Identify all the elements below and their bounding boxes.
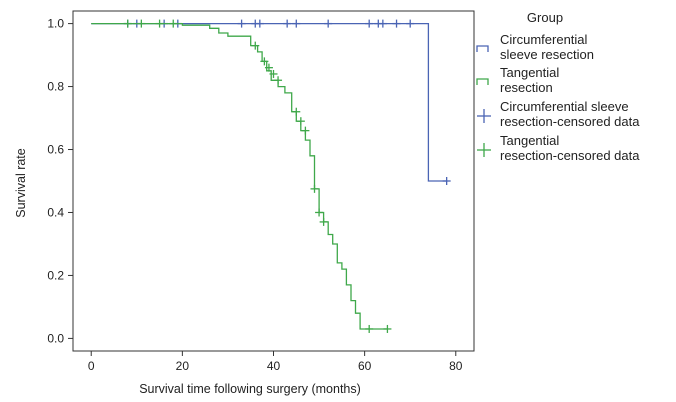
- censor-mark: [237, 19, 246, 28]
- legend-label: resection-censored data: [500, 148, 640, 163]
- censor-mark: [392, 19, 401, 28]
- censor-mark: [264, 63, 273, 72]
- censor-mark: [324, 19, 333, 28]
- x-tick-label: 20: [176, 359, 190, 373]
- legend-entry: Circumferential sleeveresection-censored…: [477, 99, 640, 129]
- censor-mark: [292, 19, 301, 28]
- legend-label: resection-censored data: [500, 114, 640, 129]
- censor-mark: [315, 208, 324, 217]
- legend-title: Group: [527, 10, 563, 25]
- series-line-1: [91, 22, 388, 330]
- censor-mark: [155, 19, 164, 28]
- censor-mark: [310, 184, 319, 193]
- y-tick-label: 0.2: [47, 268, 64, 282]
- censor-mark: [123, 19, 132, 28]
- censor-mark: [255, 19, 264, 28]
- plot-frame: [72, 10, 475, 352]
- censor-mark: [269, 69, 278, 78]
- y-tick-label: 0.4: [47, 205, 64, 219]
- legend-label: Circumferential: [500, 32, 588, 47]
- censor-mark: [319, 217, 328, 226]
- censor-mark: [442, 177, 451, 185]
- legend-label: Tangential: [500, 65, 559, 80]
- x-tick-label: 40: [267, 359, 281, 373]
- censor-mark: [274, 76, 283, 85]
- y-tick-label: 0.8: [47, 80, 64, 94]
- series-layer: [91, 19, 451, 333]
- y-tick-label: 0.6: [47, 143, 64, 157]
- y-tick-label: 1.0: [47, 17, 64, 31]
- censor-mark: [383, 324, 392, 333]
- y-axis-title: Survival rate: [14, 148, 28, 218]
- censor-mark: [365, 324, 374, 333]
- legend-label: resection: [500, 80, 553, 95]
- censor-mark: [251, 41, 260, 50]
- legend-line-swatch: [476, 78, 489, 85]
- censor-mark: [365, 19, 374, 28]
- legend-line-swatch: [476, 45, 489, 52]
- x-axis-title: Survival time following surgery (months): [139, 382, 361, 396]
- censor-mark: [296, 117, 305, 126]
- series-line-0: [91, 22, 447, 182]
- censor-mark: [378, 19, 387, 28]
- censor-mark: [137, 19, 146, 28]
- x-tick-label: 80: [449, 359, 463, 373]
- x-tick-label: 60: [358, 359, 372, 373]
- legend-label: Circumferential sleeve: [500, 99, 629, 114]
- censor-mark: [169, 19, 178, 28]
- legend-label: sleeve resection: [500, 47, 594, 62]
- axis-ticks: 0 20 40 60 80 0.0 0.2 0.4 0.6 0.8 1.0: [47, 17, 462, 373]
- legend-label: Tangential: [500, 133, 559, 148]
- censor-mark: [260, 57, 269, 66]
- censor-mark: [283, 19, 292, 28]
- censor-mark: [292, 107, 301, 116]
- y-tick-label: 0.0: [47, 331, 64, 345]
- censor-mark: [301, 126, 310, 135]
- censor-mark: [406, 19, 415, 28]
- x-tick-label: 0: [88, 359, 95, 373]
